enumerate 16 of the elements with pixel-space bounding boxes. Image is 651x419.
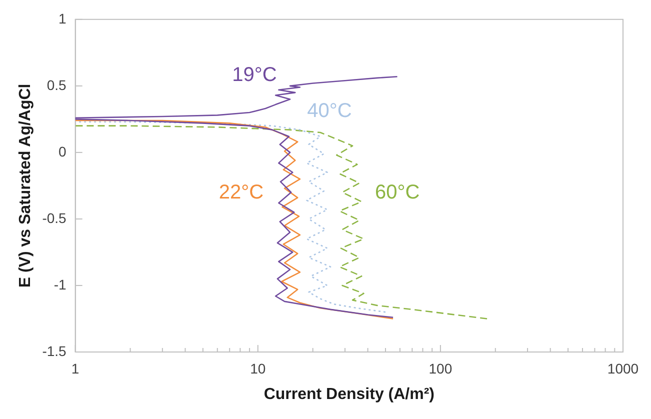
y-tick-label: -0.5 (42, 210, 67, 226)
y-tick-label: 0 (58, 143, 67, 160)
x-axis-title: Current Density (A/m²) (264, 386, 435, 403)
series-label: 19°C (232, 64, 277, 86)
series-label: 60°C (375, 182, 420, 204)
y-tick-label: 1 (58, 10, 67, 26)
x-tick-label: 1 (71, 360, 80, 376)
series-label: 22°C (218, 182, 264, 204)
x-tick-label: 10 (250, 360, 266, 376)
y-tick-label: -1.5 (42, 342, 67, 359)
series-label: 40°C (307, 100, 352, 122)
x-tick-label: 1000 (607, 360, 639, 376)
y-tick-label: -1 (54, 276, 67, 292)
y-tick-label: 0.5 (46, 76, 67, 93)
x-tick-label: 100 (428, 360, 452, 376)
y-axis-title: E (V) vs Saturated Ag/AgCl (17, 84, 34, 288)
